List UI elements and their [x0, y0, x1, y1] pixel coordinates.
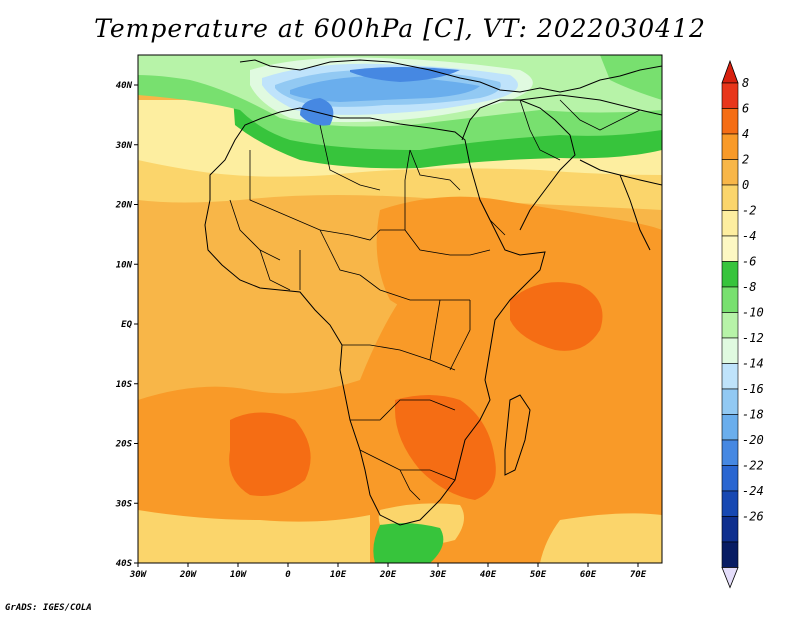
colorbar-label: -20 [742, 433, 764, 447]
colorbar-segment [721, 388, 739, 415]
lon-tick-label: 40E [480, 570, 497, 580]
colorbar-label: -8 [742, 280, 756, 294]
map-title: Temperature at 600hPa [C], VT: 202203041… [94, 14, 706, 43]
colorbar-segment [721, 516, 739, 543]
colorbar-top-arrow [721, 59, 739, 84]
lat-tick-label: 10S [116, 380, 133, 390]
colorbar-label: -16 [742, 382, 764, 396]
colorbar-segment [721, 82, 739, 109]
colorbar-segment [721, 337, 739, 364]
colorbar-segment [721, 159, 739, 186]
lat-tick-label: EQ [121, 320, 132, 330]
lon-tick-label: 10W [230, 570, 248, 580]
colorbar-label: -4 [742, 229, 756, 243]
colorbar-label: 2 [742, 153, 749, 167]
lat-tick-label: 30S [115, 499, 133, 509]
lon-tick-label: 10E [330, 570, 347, 580]
colorbar-segment [721, 414, 739, 441]
colorbar-label: -10 [742, 306, 764, 320]
colorbar-label: -18 [742, 408, 764, 422]
longitude-axis: 30W 20W 10W 0 10E 20E 30E 40E 50E 60E 70E [129, 563, 647, 580]
colorbar-label: -12 [742, 331, 764, 345]
latitude-axis: 40N 30N 20N 10N EQ 10S 20S 30S 40S [115, 81, 138, 569]
lat-tick-label: 20N [115, 201, 133, 211]
colorbar-label: -2 [742, 204, 756, 218]
colorbar-segment [721, 235, 739, 262]
country-borders [229, 99, 641, 501]
colorbar-segment [721, 490, 739, 517]
colorbar-label: -24 [742, 484, 764, 498]
lon-tick-label: 20E [379, 570, 397, 580]
lon-tick-label: 30E [429, 570, 447, 580]
lat-tick-label: 30N [115, 141, 133, 151]
colorbar-segment [721, 108, 739, 135]
lat-tick-label: 40S [116, 559, 133, 569]
lat-tick-label: 20S [115, 440, 133, 450]
colorbar-label: 4 [742, 127, 749, 141]
lon-tick-label: 0 [285, 570, 291, 580]
lon-tick-label: 50E [530, 570, 547, 580]
colorbar-segment [721, 133, 739, 160]
footer-credit: GrADS: IGES/COLA [5, 603, 92, 613]
colorbar-label: 6 [742, 102, 749, 116]
colorbar-segment [721, 286, 739, 313]
lon-tick-label: 30W [129, 570, 148, 580]
colorbar-bottom-arrow [721, 567, 739, 589]
colorbar: 8 6 4 2 0 -2 -4 -6 -8 -10 -12 -14 -16 -18 -20 -22 -24 -26 [721, 59, 764, 589]
colorbar-label: -22 [742, 459, 764, 473]
plot-frame [137, 54, 663, 564]
lat-tick-label: 40N [116, 81, 133, 91]
colorbar-label: -14 [742, 357, 764, 371]
lon-tick-label: 70E [630, 570, 647, 580]
colorbar-segment [721, 312, 739, 339]
colorbar-label: -26 [742, 510, 764, 524]
colorbar-segment [721, 261, 739, 288]
colorbar-segment [721, 363, 739, 390]
colorbar-segment [721, 439, 739, 466]
colorbar-segment [721, 184, 739, 211]
colorbar-segment [721, 465, 739, 492]
temperature-field [138, 55, 662, 563]
lon-tick-label: 60E [580, 570, 597, 580]
colorbar-segment [721, 210, 739, 237]
lat-tick-label: 10N [116, 260, 133, 270]
colorbar-segment [721, 541, 739, 568]
colorbar-label: -6 [742, 255, 756, 269]
colorbar-label: 8 [742, 76, 749, 90]
coastlines [204, 59, 662, 526]
lon-tick-label: 20W [179, 570, 198, 580]
colorbar-label: 0 [742, 178, 749, 192]
